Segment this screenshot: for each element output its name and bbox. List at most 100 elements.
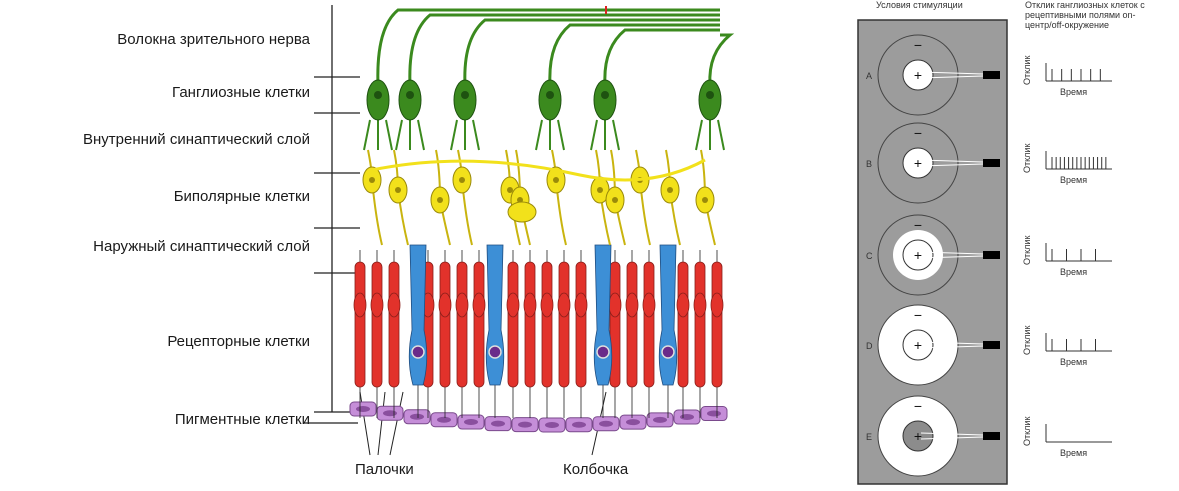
pigment-nucleus	[680, 414, 694, 421]
response-axis-label: Отклик	[1022, 56, 1032, 85]
electrode-wire	[920, 432, 984, 436]
rod-cell	[609, 261, 621, 388]
layer-label-outer-synaptic: Наружный синаптический слой	[93, 238, 310, 255]
bipolar-nucleus	[437, 197, 443, 203]
bipolar-nucleus	[517, 197, 523, 203]
ganglion-nucleus	[461, 91, 469, 99]
center-circle	[902, 59, 934, 91]
ganglion-nucleus	[406, 91, 414, 99]
pigment-nucleus	[653, 416, 667, 423]
layer-label-receptor: Рецепторные клетки	[167, 333, 310, 350]
ganglion-nucleus	[601, 91, 609, 99]
pigment-nucleus	[491, 420, 505, 427]
horizontal-process	[371, 158, 706, 182]
optic-fiber	[408, 13, 720, 86]
layer-label-pigment: Пигментные клетки	[174, 411, 310, 428]
row-letter: E	[866, 432, 872, 442]
electrode	[983, 432, 1000, 440]
ganglion-dendrites	[590, 119, 620, 151]
response-axis-label: Отклик	[1022, 417, 1032, 446]
cone-nucleus	[596, 345, 610, 359]
stimulus-row: D + − Отклик Время	[866, 304, 1112, 386]
optic-fiber	[603, 28, 720, 86]
rod-nucleus	[693, 292, 707, 318]
electrode-wire	[920, 71, 984, 75]
rod-nucleus	[472, 292, 486, 318]
rod-nucleus	[353, 292, 367, 318]
optic-fiber	[376, 8, 720, 86]
center-sign: +	[914, 67, 922, 83]
rod-cell	[541, 261, 553, 388]
optic-fiber	[548, 23, 720, 86]
surround-circle	[877, 34, 959, 116]
layer-label-bipolar: Биполярные клетки	[173, 188, 310, 205]
electrode-wire	[920, 251, 984, 255]
pigment-nucleus	[545, 421, 559, 428]
rod-nucleus	[506, 292, 520, 318]
cone-nucleus	[661, 345, 675, 359]
pigment-nucleus	[464, 419, 478, 426]
pigment-nucleus	[356, 406, 370, 412]
ganglion-dendrites	[363, 119, 393, 151]
surround-sign: −	[914, 398, 922, 414]
rod-nucleus	[523, 292, 537, 318]
cone-nucleus	[411, 345, 425, 359]
rods-label: Палочки	[355, 461, 414, 478]
bipolar-nucleus	[702, 197, 708, 203]
bipolar-nucleus	[395, 187, 401, 193]
pigment-nucleus	[572, 421, 586, 428]
rod-cell	[439, 261, 451, 388]
electrode-wire	[920, 345, 984, 349]
pigment-layer	[349, 401, 728, 433]
cone-label: Колбочка	[563, 461, 629, 478]
rod-cell	[643, 261, 655, 388]
electrode-wire	[920, 75, 984, 79]
layer-label-ganglion: Ганглиозные клетки	[172, 84, 310, 101]
electrode	[983, 341, 1000, 349]
rod-nucleus	[387, 292, 401, 318]
ganglion-cell	[593, 79, 617, 121]
receptor-layer	[353, 244, 724, 418]
electrode	[983, 251, 1000, 259]
center-circle	[902, 147, 934, 179]
retina-illustration	[303, 5, 735, 456]
rod-cell	[626, 261, 638, 388]
bipolar-nucleus	[507, 187, 513, 193]
surround-sign: −	[914, 37, 922, 53]
electrode-wire	[920, 341, 984, 345]
time-axis-label: Время	[1060, 267, 1087, 277]
surround-sign: −	[914, 217, 922, 233]
center-sign: +	[914, 155, 922, 171]
time-axis-label: Время	[1060, 175, 1087, 185]
ganglion-nucleus	[706, 91, 714, 99]
ganglion-cell	[698, 79, 722, 121]
ganglion-nucleus	[546, 91, 554, 99]
bipolar-nucleus	[459, 177, 465, 183]
row-letter: D	[866, 341, 873, 351]
rod-nucleus	[710, 292, 724, 318]
bipolar-nucleus	[612, 197, 618, 203]
bipolar-nucleus	[597, 187, 603, 193]
rod-nucleus	[438, 292, 452, 318]
surround-circle	[877, 122, 959, 204]
rod-nucleus	[676, 292, 690, 318]
rod-cell	[524, 261, 536, 388]
rod-cell	[473, 261, 485, 388]
center-circle	[902, 329, 934, 361]
rod-nucleus	[574, 292, 588, 318]
rod-cell	[456, 261, 468, 388]
ganglion-dendrites	[695, 119, 725, 151]
center-circle	[902, 239, 934, 271]
pigment-nucleus	[599, 420, 613, 427]
ganglion-dendrites	[535, 119, 565, 151]
time-axis-label: Время	[1060, 357, 1087, 367]
bipolar-nucleus	[369, 177, 375, 183]
response-header: Отклик ганглиозных клеток с рецептивными…	[1025, 0, 1145, 30]
pigment-nucleus	[518, 421, 532, 428]
stimulus-row: B + − Отклик Время	[866, 122, 1112, 204]
time-axis-label: Время	[1060, 87, 1087, 97]
ganglion-nucleus	[374, 91, 382, 99]
rod-cell	[354, 261, 366, 388]
ganglion-dendrites	[395, 119, 425, 151]
